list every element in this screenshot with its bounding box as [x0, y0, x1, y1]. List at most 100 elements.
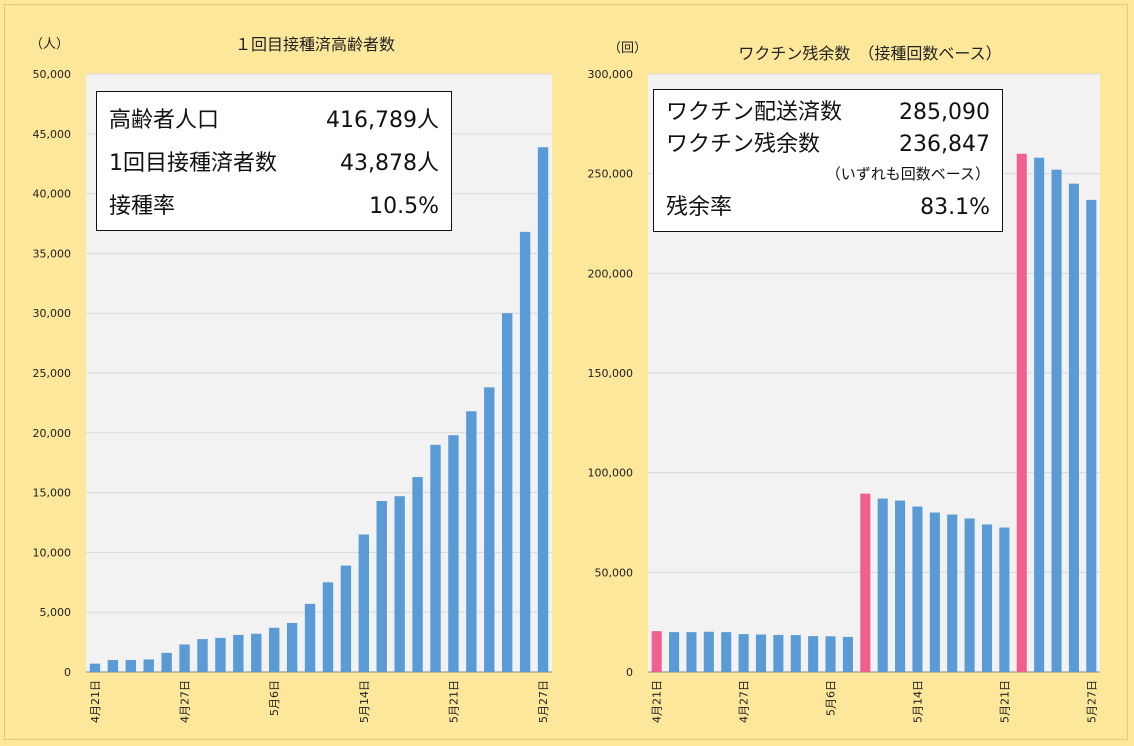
elderly-bar	[394, 496, 405, 672]
elderly-bar	[215, 637, 226, 672]
elderly-bar	[251, 633, 262, 672]
vaccine-bar	[825, 636, 836, 672]
elderly-bar	[501, 313, 513, 672]
vaccine-chart-title: ワクチン残余数 （接種回数ベース）	[738, 44, 1001, 63]
vaccine-bar	[773, 634, 784, 672]
elderly-bar	[304, 603, 316, 672]
elderly-y-tick-label: 0	[64, 666, 71, 679]
elderly-bar	[466, 411, 477, 672]
population-value: 416,789人	[326, 108, 439, 133]
elderly-y-tick-label: 10,000	[33, 546, 72, 559]
vaccine-info-box: ワクチン配送済数 285,090 ワクチン残余数 236,847 （いずれも回数…	[653, 89, 1003, 232]
elderly-bar	[537, 147, 549, 673]
vaccine-bar	[1086, 199, 1097, 672]
elderly-bar	[412, 477, 423, 672]
vaccine-bar	[895, 500, 906, 672]
elderly-bar	[233, 634, 244, 672]
elderly-bar	[340, 565, 352, 672]
vaccine-bar	[929, 512, 940, 672]
elderly-y-tick-label: 20,000	[33, 427, 72, 440]
elderly-bar	[125, 660, 137, 672]
elderly-bar	[322, 582, 334, 672]
vaccination-rate-value: 10.5%	[369, 194, 439, 219]
elderly-bar	[107, 660, 119, 672]
elderly-y-tick-label: 40,000	[33, 188, 72, 201]
elderly-bar	[161, 652, 172, 672]
vaccination-rate-label: 接種率	[109, 194, 176, 219]
vaccine-y-tick-label: 250,000	[588, 168, 634, 181]
vaccine-bar	[999, 527, 1010, 672]
vaccine-bar	[755, 634, 767, 672]
elderly-bar	[197, 639, 208, 672]
elderly-y-tick-label: 35,000	[33, 247, 72, 260]
vaccine-bar	[808, 636, 819, 672]
vaccine-bar	[1051, 169, 1062, 672]
elderly-y-tick-label: 30,000	[33, 307, 72, 320]
elderly-bar	[430, 444, 441, 672]
vaccine-bar	[651, 631, 662, 672]
elderly-bar	[358, 534, 370, 672]
remaining-label: ワクチン残余数	[666, 132, 821, 157]
elderly-x-tick-label: 5月14日	[358, 680, 371, 723]
first-dose-label: 1回目接種済者数	[109, 151, 277, 176]
elderly-info-box: 高齢者人口 416,789人 1回目接種済者数 43,878人 接種率 10.5…	[96, 91, 452, 231]
elderly-bar	[286, 622, 298, 672]
elderly-chart-title: １回目接種済高齢者数	[235, 35, 395, 54]
elderly-y-tick-label: 45,000	[33, 128, 72, 141]
elderly-x-tick-label: 5月27日	[537, 680, 550, 723]
remaining-value: 236,847	[899, 132, 990, 157]
vaccine-x-tick-label: 5月21日	[998, 680, 1011, 723]
vaccine-bar	[981, 524, 993, 672]
elderly-bar	[89, 663, 101, 672]
vaccine-y-tick-label: 300,000	[588, 68, 634, 81]
vaccine-bar	[877, 498, 888, 672]
elderly-bar	[268, 627, 280, 672]
vaccine-y-tick-label: 100,000	[588, 467, 634, 480]
vaccine-x-tick-label: 4月21日	[651, 680, 664, 723]
elderly-x-tick-label: 4月21日	[89, 680, 102, 723]
delivered-value: 285,090	[899, 100, 990, 125]
vaccine-x-tick-label: 5月27日	[1085, 680, 1098, 723]
vaccine-bar	[721, 632, 732, 672]
vaccine-bar	[738, 634, 749, 672]
vaccine-y-tick-label: 0	[626, 666, 633, 679]
vaccine-bar	[964, 518, 975, 672]
elderly-y-tick-label: 50,000	[33, 68, 72, 81]
dose-basis-note: （いずれも回数ベース）	[825, 165, 990, 183]
elderly-bar	[448, 435, 459, 672]
population-label: 高齢者人口	[109, 108, 220, 133]
vaccine-bar	[1016, 153, 1027, 673]
vaccine-bar	[790, 635, 801, 672]
elderly-bar	[519, 231, 531, 672]
remaining-rate-value: 83.1%	[920, 195, 990, 220]
elderly-x-tick-label: 5月6日	[268, 680, 281, 716]
delivered-label: ワクチン配送済数	[666, 100, 843, 125]
elderly-x-tick-label: 5月21日	[447, 680, 460, 723]
vaccine-x-tick-label: 5月6日	[825, 680, 838, 716]
first-dose-value: 43,878人	[340, 151, 439, 176]
vaccine-bar	[842, 636, 853, 672]
vaccine-y-tick-label: 200,000	[588, 267, 634, 280]
vaccine-unit-label: （回）	[608, 41, 647, 56]
vaccine-bar	[669, 632, 680, 672]
vaccine-bar	[686, 632, 697, 672]
elderly-bar	[143, 659, 154, 672]
elderly-bar	[376, 500, 387, 672]
elderly-y-tick-label: 25,000	[33, 367, 72, 380]
vaccine-x-tick-label: 4月27日	[738, 680, 751, 723]
vaccine-bar	[860, 493, 871, 672]
elderly-bar	[484, 387, 495, 672]
elderly-y-tick-label: 15,000	[33, 487, 72, 500]
elderly-x-tick-label: 4月27日	[179, 680, 192, 723]
remaining-rate-label: 残余率	[666, 195, 733, 220]
elderly-y-tick-label: 5,000	[40, 606, 72, 619]
vaccine-bar	[703, 631, 714, 672]
elderly-unit-label: （人）	[30, 37, 69, 52]
vaccine-y-tick-label: 50,000	[595, 566, 634, 579]
elderly-bar	[179, 644, 190, 672]
vaccine-bar	[947, 514, 958, 672]
vaccine-bar	[1034, 157, 1045, 673]
vaccine-bar	[1068, 183, 1079, 672]
vaccine-x-tick-label: 5月14日	[911, 680, 924, 723]
vaccine-bar	[912, 506, 923, 672]
